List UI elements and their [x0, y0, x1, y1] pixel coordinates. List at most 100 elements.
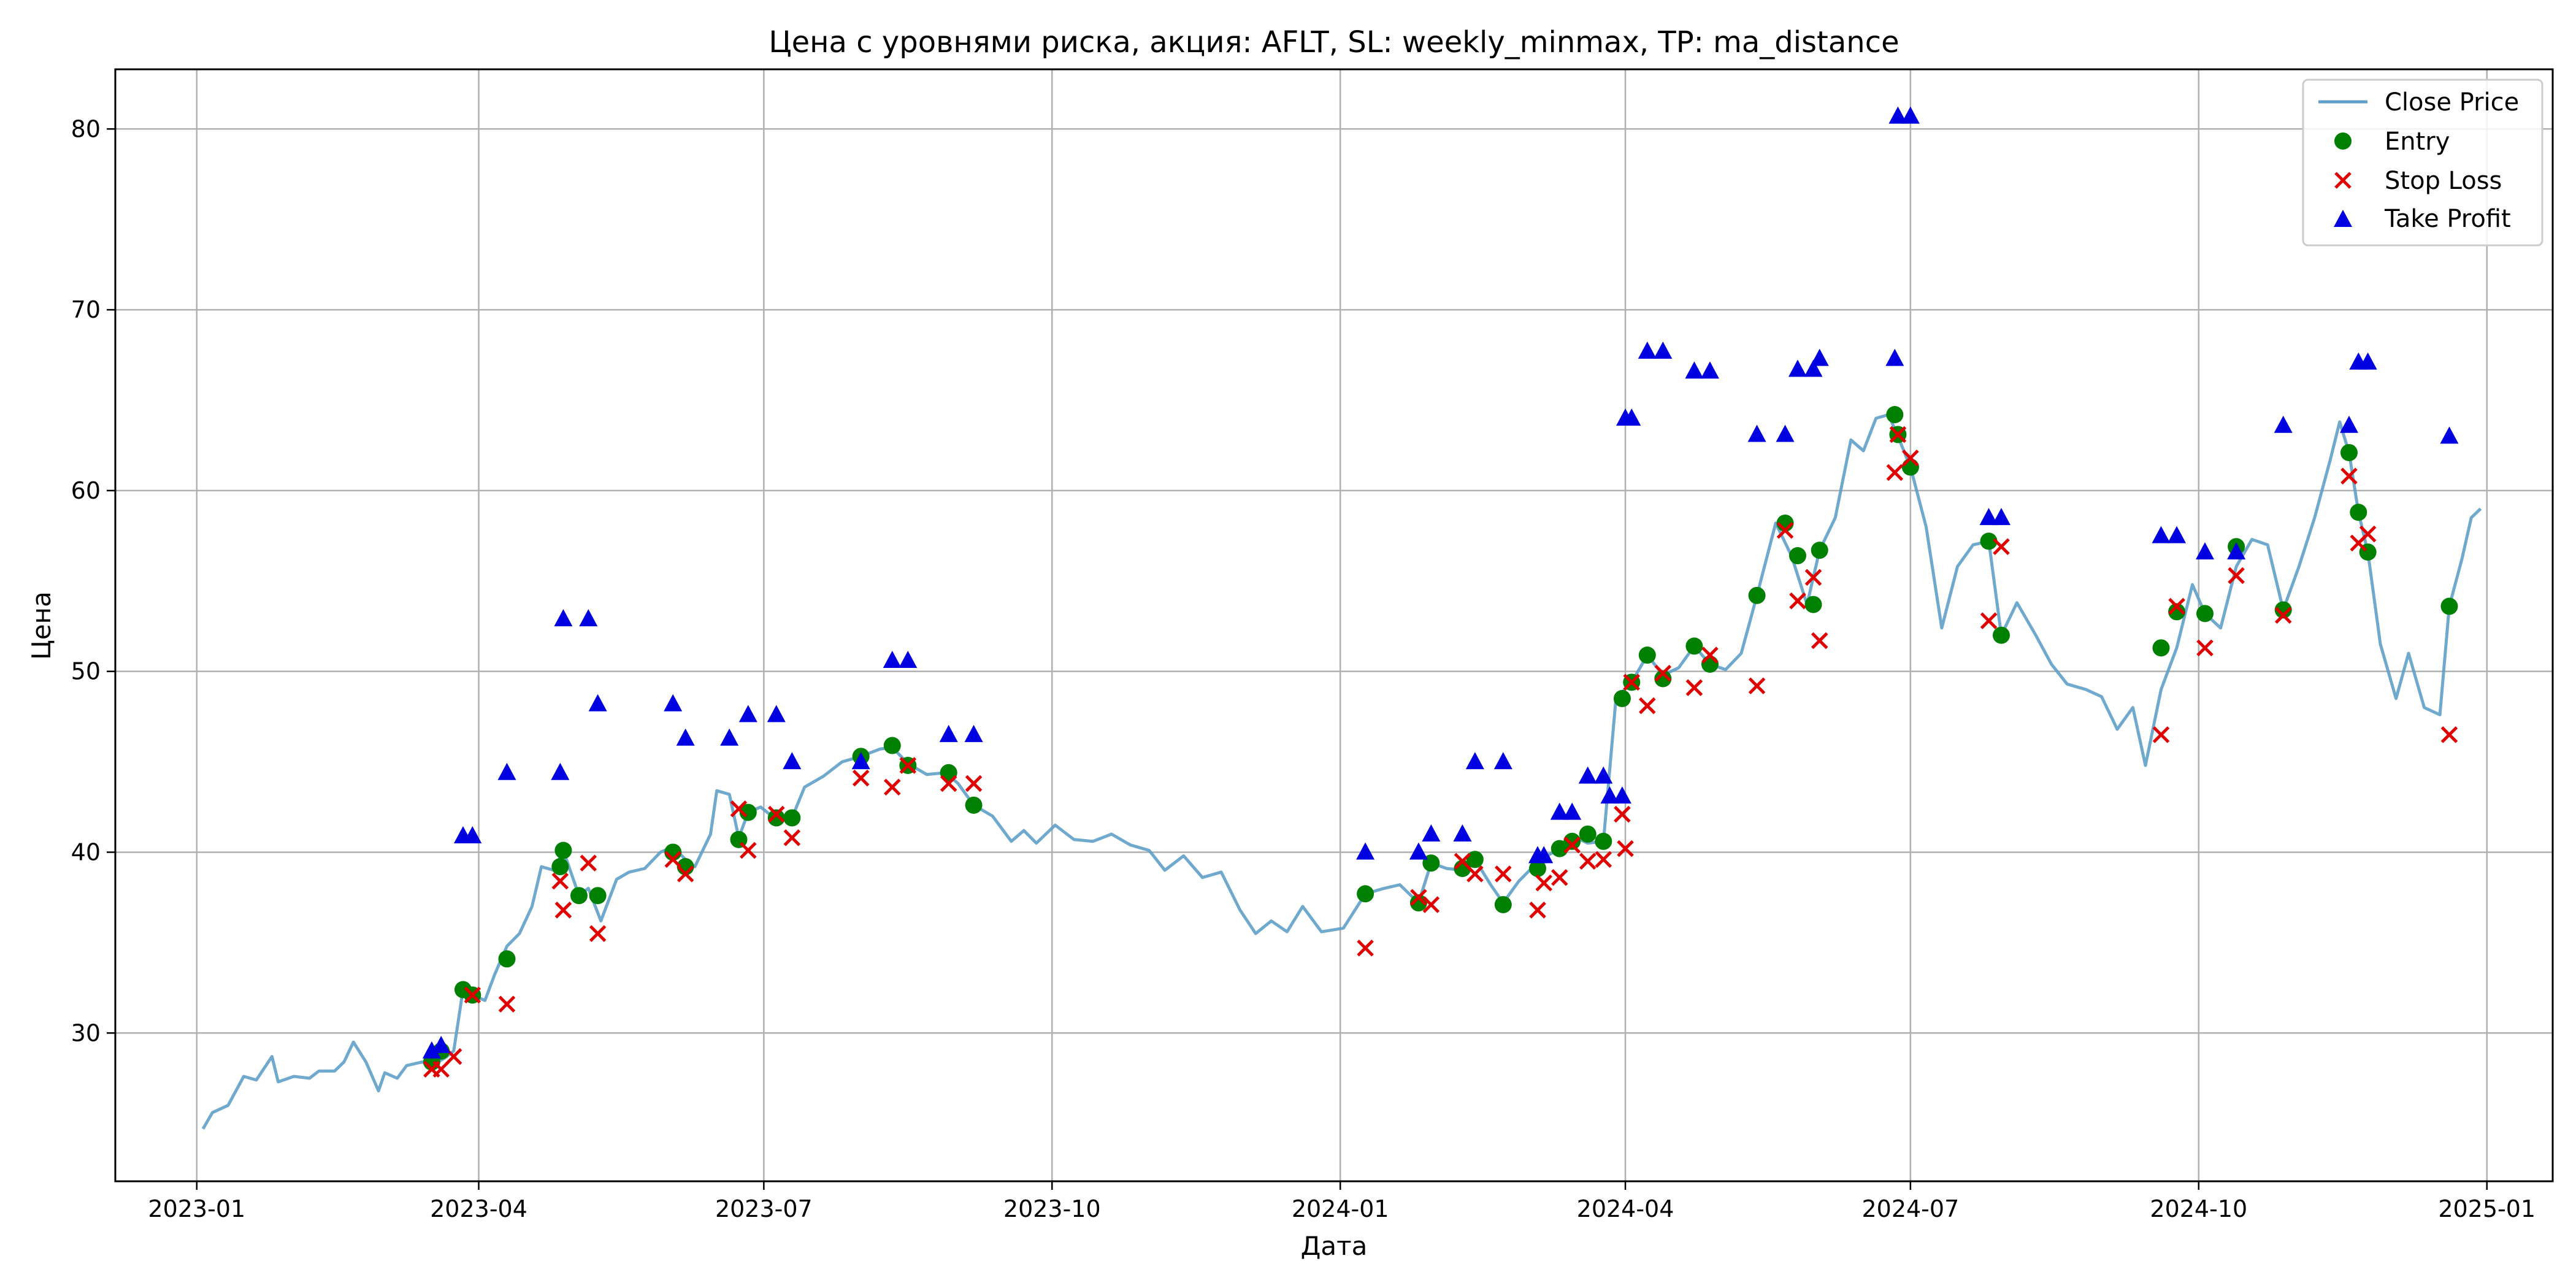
- take-profit-point: [463, 826, 482, 843]
- take-profit-point: [1788, 359, 1807, 377]
- entry-point: [1494, 895, 1512, 913]
- entry-point: [1748, 586, 1766, 604]
- take-profit-point: [432, 1035, 451, 1053]
- take-profit-point: [899, 650, 918, 668]
- entry-point: [1701, 655, 1719, 673]
- stop-loss-point: [1614, 805, 1631, 823]
- entry-point: [2274, 601, 2292, 619]
- entry-point: [2196, 605, 2214, 623]
- stop-loss-point: [1980, 612, 1998, 629]
- stop-loss-point: [1902, 450, 1919, 467]
- y-tick-label: 80: [71, 115, 101, 142]
- take-profit-point: [497, 762, 516, 780]
- x-tick-label: 2023-04: [430, 1195, 527, 1222]
- y-tick-label: 50: [71, 658, 101, 685]
- stop-loss-point: [884, 778, 901, 796]
- stop-loss-point: [2440, 726, 2458, 743]
- stop-loss-point: [899, 757, 917, 774]
- take-profit-point: [1594, 766, 1613, 784]
- plot-series: [201, 106, 2482, 1130]
- entry-point: [965, 796, 983, 814]
- entry-point: [2168, 603, 2186, 621]
- stop-loss-point: [1495, 865, 1512, 883]
- stop-loss-point: [1993, 538, 2010, 556]
- stop-loss-point: [1889, 426, 1907, 443]
- take-profit-point: [1810, 348, 1829, 366]
- stop-loss-point: [1466, 865, 1484, 883]
- chart-title: Цена с уровнями риска, акция: AFLT, SL: …: [769, 25, 1899, 59]
- legend-take-profit-marker: [2334, 210, 2352, 227]
- x-tick-label: 2025-01: [2438, 1195, 2536, 1222]
- take-profit-point: [551, 762, 570, 780]
- legend-label-take-profit: Take Profit: [2384, 205, 2511, 233]
- stop-loss-point: [589, 925, 607, 942]
- stop-loss-point: [664, 851, 681, 868]
- entry-point: [1563, 832, 1581, 850]
- entry-point: [1529, 860, 1547, 878]
- stop-loss-point: [1357, 939, 1374, 957]
- take-profit-point: [1578, 766, 1597, 784]
- take-profit-point: [1885, 348, 1904, 366]
- stop-loss-point: [768, 805, 785, 823]
- y-tick-label: 40: [71, 838, 101, 865]
- take-profit-point: [1563, 802, 1582, 820]
- stop-loss-point: [2168, 597, 2185, 615]
- stop-loss-point: [432, 1060, 450, 1078]
- x-tick-label: 2024-10: [2150, 1195, 2247, 1222]
- take-profit-point: [676, 728, 695, 746]
- take-profit-point: [1550, 802, 1569, 820]
- stop-loss-point: [940, 775, 957, 792]
- take-profit-point: [2152, 526, 2171, 543]
- stop-loss-point: [498, 995, 516, 1013]
- take-profit-point: [664, 694, 683, 711]
- take-profit-point: [1747, 424, 1766, 442]
- take-profit-point: [554, 609, 573, 627]
- take-profit-point: [1700, 361, 1719, 379]
- stop-loss-point: [1789, 592, 1806, 610]
- take-profit-point: [1453, 824, 1472, 841]
- take-profit-point: [1535, 846, 1554, 864]
- entry-point: [1613, 689, 1631, 707]
- stop-loss-point: [1617, 840, 1634, 857]
- stop-loss-point: [2228, 567, 2245, 585]
- take-profit-point: [1888, 106, 1907, 124]
- stop-loss-point: [2359, 525, 2377, 543]
- entry-point: [1579, 825, 1597, 843]
- plot-frame: [114, 68, 2554, 1183]
- stop-loss-point: [1563, 836, 1581, 854]
- entry-point: [783, 809, 801, 827]
- entry-point: [1685, 637, 1703, 655]
- entry-point: [883, 737, 901, 754]
- take-profit-point: [1654, 341, 1673, 359]
- entry-point: [1595, 832, 1612, 850]
- take-profit-point: [964, 724, 983, 742]
- take-profit-point: [1493, 752, 1512, 770]
- legend-entry-marker: [2334, 132, 2352, 150]
- take-profit-point: [579, 609, 598, 627]
- take-profit-point: [1422, 824, 1441, 841]
- take-profit-point: [1356, 842, 1375, 860]
- take-profit-point: [767, 705, 786, 723]
- entry-point: [2350, 504, 2367, 521]
- x-tick-label: 2024-07: [1861, 1195, 1959, 1222]
- stop-loss-point: [2274, 607, 2292, 624]
- entry-point: [1886, 406, 1904, 424]
- stop-loss-point: [1701, 646, 1719, 664]
- take-profit-point: [2168, 526, 2187, 543]
- stop-loss-point: [1529, 902, 1546, 919]
- take-profit-point: [2196, 542, 2215, 560]
- take-profit-point: [720, 728, 739, 746]
- entry-point: [551, 858, 569, 876]
- stop-loss-point: [1654, 664, 1672, 682]
- entry-point: [1551, 840, 1568, 857]
- stop-loss-point: [1685, 679, 1703, 696]
- entry-point: [2340, 443, 2358, 461]
- x-axis-label: Дата: [1301, 1231, 1368, 1261]
- stop-loss-point: [1776, 521, 1794, 539]
- stop-loss-point: [1595, 851, 1612, 868]
- entry-point: [1804, 596, 1822, 613]
- entry-point: [2440, 597, 2458, 615]
- legend-label-close: Close Price: [2385, 88, 2519, 117]
